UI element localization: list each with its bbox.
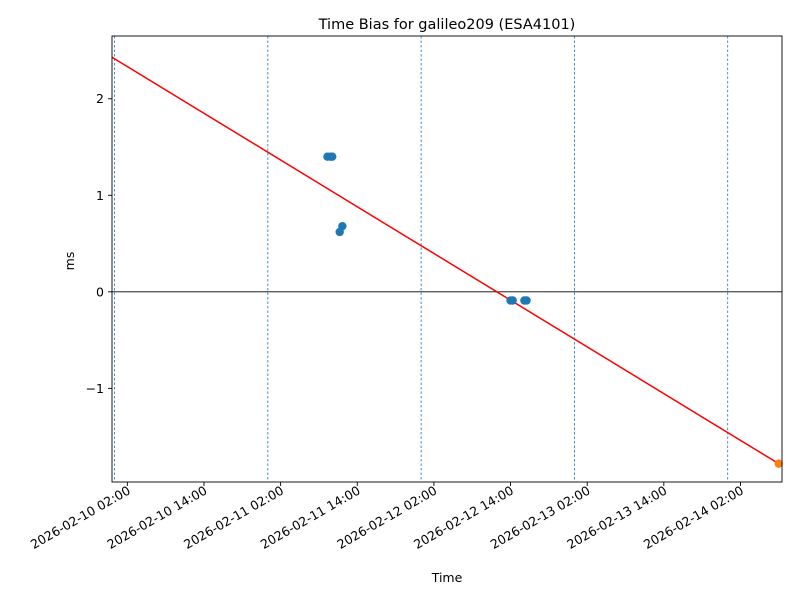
y-tick-label: 2: [96, 91, 104, 106]
chart-title: Time Bias for galileo209 (ESA4101): [318, 17, 576, 33]
y-tick-label: 0: [96, 284, 104, 299]
data-point: [774, 459, 783, 468]
y-axis-label: ms: [62, 252, 77, 271]
x-axis-label: Time: [431, 570, 463, 585]
data-point: [338, 221, 347, 231]
fit-line: [111, 56, 780, 465]
y-tick-label: 1: [96, 188, 104, 203]
data-point: [508, 296, 517, 305]
plot-frame: [111, 35, 783, 483]
y-tick-label: −1: [86, 381, 104, 396]
data-point: [328, 152, 337, 161]
data-point: [522, 296, 531, 305]
